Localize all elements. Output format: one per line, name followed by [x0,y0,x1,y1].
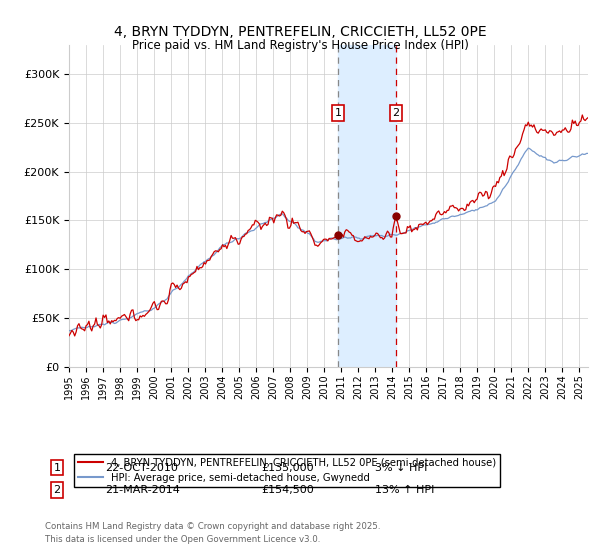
Line: 4, BRYN TYDDYN, PENTREFELIN, CRICCIETH, LL52 0PE (semi-detached house): 4, BRYN TYDDYN, PENTREFELIN, CRICCIETH, … [69,115,588,336]
4, BRYN TYDDYN, PENTREFELIN, CRICCIETH, LL52 0PE (semi-detached house) [155,306,162,313]
Text: 2: 2 [53,485,61,495]
Text: 21-MAR-2014: 21-MAR-2014 [105,485,180,495]
Line: HPI: Average price, semi-detached house, Gwynedd: HPI: Average price, semi-detached house,… [69,148,588,330]
Text: 4, BRYN TYDDYN, PENTREFELIN, CRICCIETH, LL52 0PE: 4, BRYN TYDDYN, PENTREFELIN, CRICCIETH, … [113,25,487,39]
HPI: Average price, semi-detached house, Gwynedd: (2.03e+03, 2.19e+05): Average price, semi-detached house, Gwyn… [584,150,592,157]
Text: 2: 2 [392,108,400,118]
4, BRYN TYDDYN, PENTREFELIN, CRICCIETH, LL52 0PE (semi-detached house) [118,313,125,320]
Text: 1: 1 [53,463,61,473]
Text: £135,000: £135,000 [261,463,314,473]
HPI: Average price, semi-detached house, Gwynedd: (2e+03, 6.3e+04): Average price, semi-detached house, Gwyn… [154,302,161,309]
Bar [338,45,396,367]
4, BRYN TYDDYN, PENTREFELIN, CRICCIETH, LL52 0PE (semi-detached house) [451,204,458,211]
Text: 1: 1 [335,108,341,118]
HPI: Average price, semi-detached house, Gwynedd: (2.01e+03, 1.32e+05): Average price, semi-detached house, Gwyn… [346,235,353,241]
Text: 13% ↑ HPI: 13% ↑ HPI [375,485,434,495]
4, BRYN TYDDYN, PENTREFELIN, CRICCIETH, LL52 0PE (semi-detached house) [173,282,181,288]
HPI: Average price, semi-detached house, Gwynedd: (2e+03, 3.71e+04): Average price, semi-detached house, Gwyn… [65,327,73,334]
4, BRYN TYDDYN, PENTREFELIN, CRICCIETH, LL52 0PE (semi-detached house) [422,219,430,226]
Text: Contains HM Land Registry data © Crown copyright and database right 2025.
This d: Contains HM Land Registry data © Crown c… [45,522,380,544]
Text: 22-OCT-2010: 22-OCT-2010 [105,463,178,473]
HPI: Average price, semi-detached house, Gwynedd: (2e+03, 4.8e+04): Average price, semi-detached house, Gwyn… [116,316,124,323]
4, BRYN TYDDYN, PENTREFELIN, CRICCIETH, LL52 0PE (semi-detached house) [65,333,73,339]
HPI: Average price, semi-detached house, Gwynedd: (2.02e+03, 1.54e+05): Average price, semi-detached house, Gwyn… [449,213,457,220]
Text: £154,500: £154,500 [261,485,314,495]
Text: 3% ↓ HPI: 3% ↓ HPI [375,463,427,473]
4, BRYN TYDDYN, PENTREFELIN, CRICCIETH, LL52 0PE (semi-detached house) [579,111,586,118]
4, BRYN TYDDYN, PENTREFELIN, CRICCIETH, LL52 0PE (semi-detached house) [584,114,592,121]
HPI: Average price, semi-detached house, Gwynedd: (2.02e+03, 2.24e+05): Average price, semi-detached house, Gwyn… [524,144,532,151]
Legend: 4, BRYN TYDDYN, PENTREFELIN, CRICCIETH, LL52 0PE (semi-detached house), HPI: Ave: 4, BRYN TYDDYN, PENTREFELIN, CRICCIETH, … [74,454,500,487]
Text: Price paid vs. HM Land Registry's House Price Index (HPI): Price paid vs. HM Land Registry's House … [131,39,469,52]
HPI: Average price, semi-detached house, Gwynedd: (2e+03, 8e+04): Average price, semi-detached house, Gwyn… [172,286,179,292]
4, BRYN TYDDYN, PENTREFELIN, CRICCIETH, LL52 0PE (semi-detached house) [71,333,78,339]
4, BRYN TYDDYN, PENTREFELIN, CRICCIETH, LL52 0PE (semi-detached house) [347,230,354,236]
HPI: Average price, semi-detached house, Gwynedd: (2.02e+03, 1.45e+05): Average price, semi-detached house, Gwyn… [421,222,428,228]
